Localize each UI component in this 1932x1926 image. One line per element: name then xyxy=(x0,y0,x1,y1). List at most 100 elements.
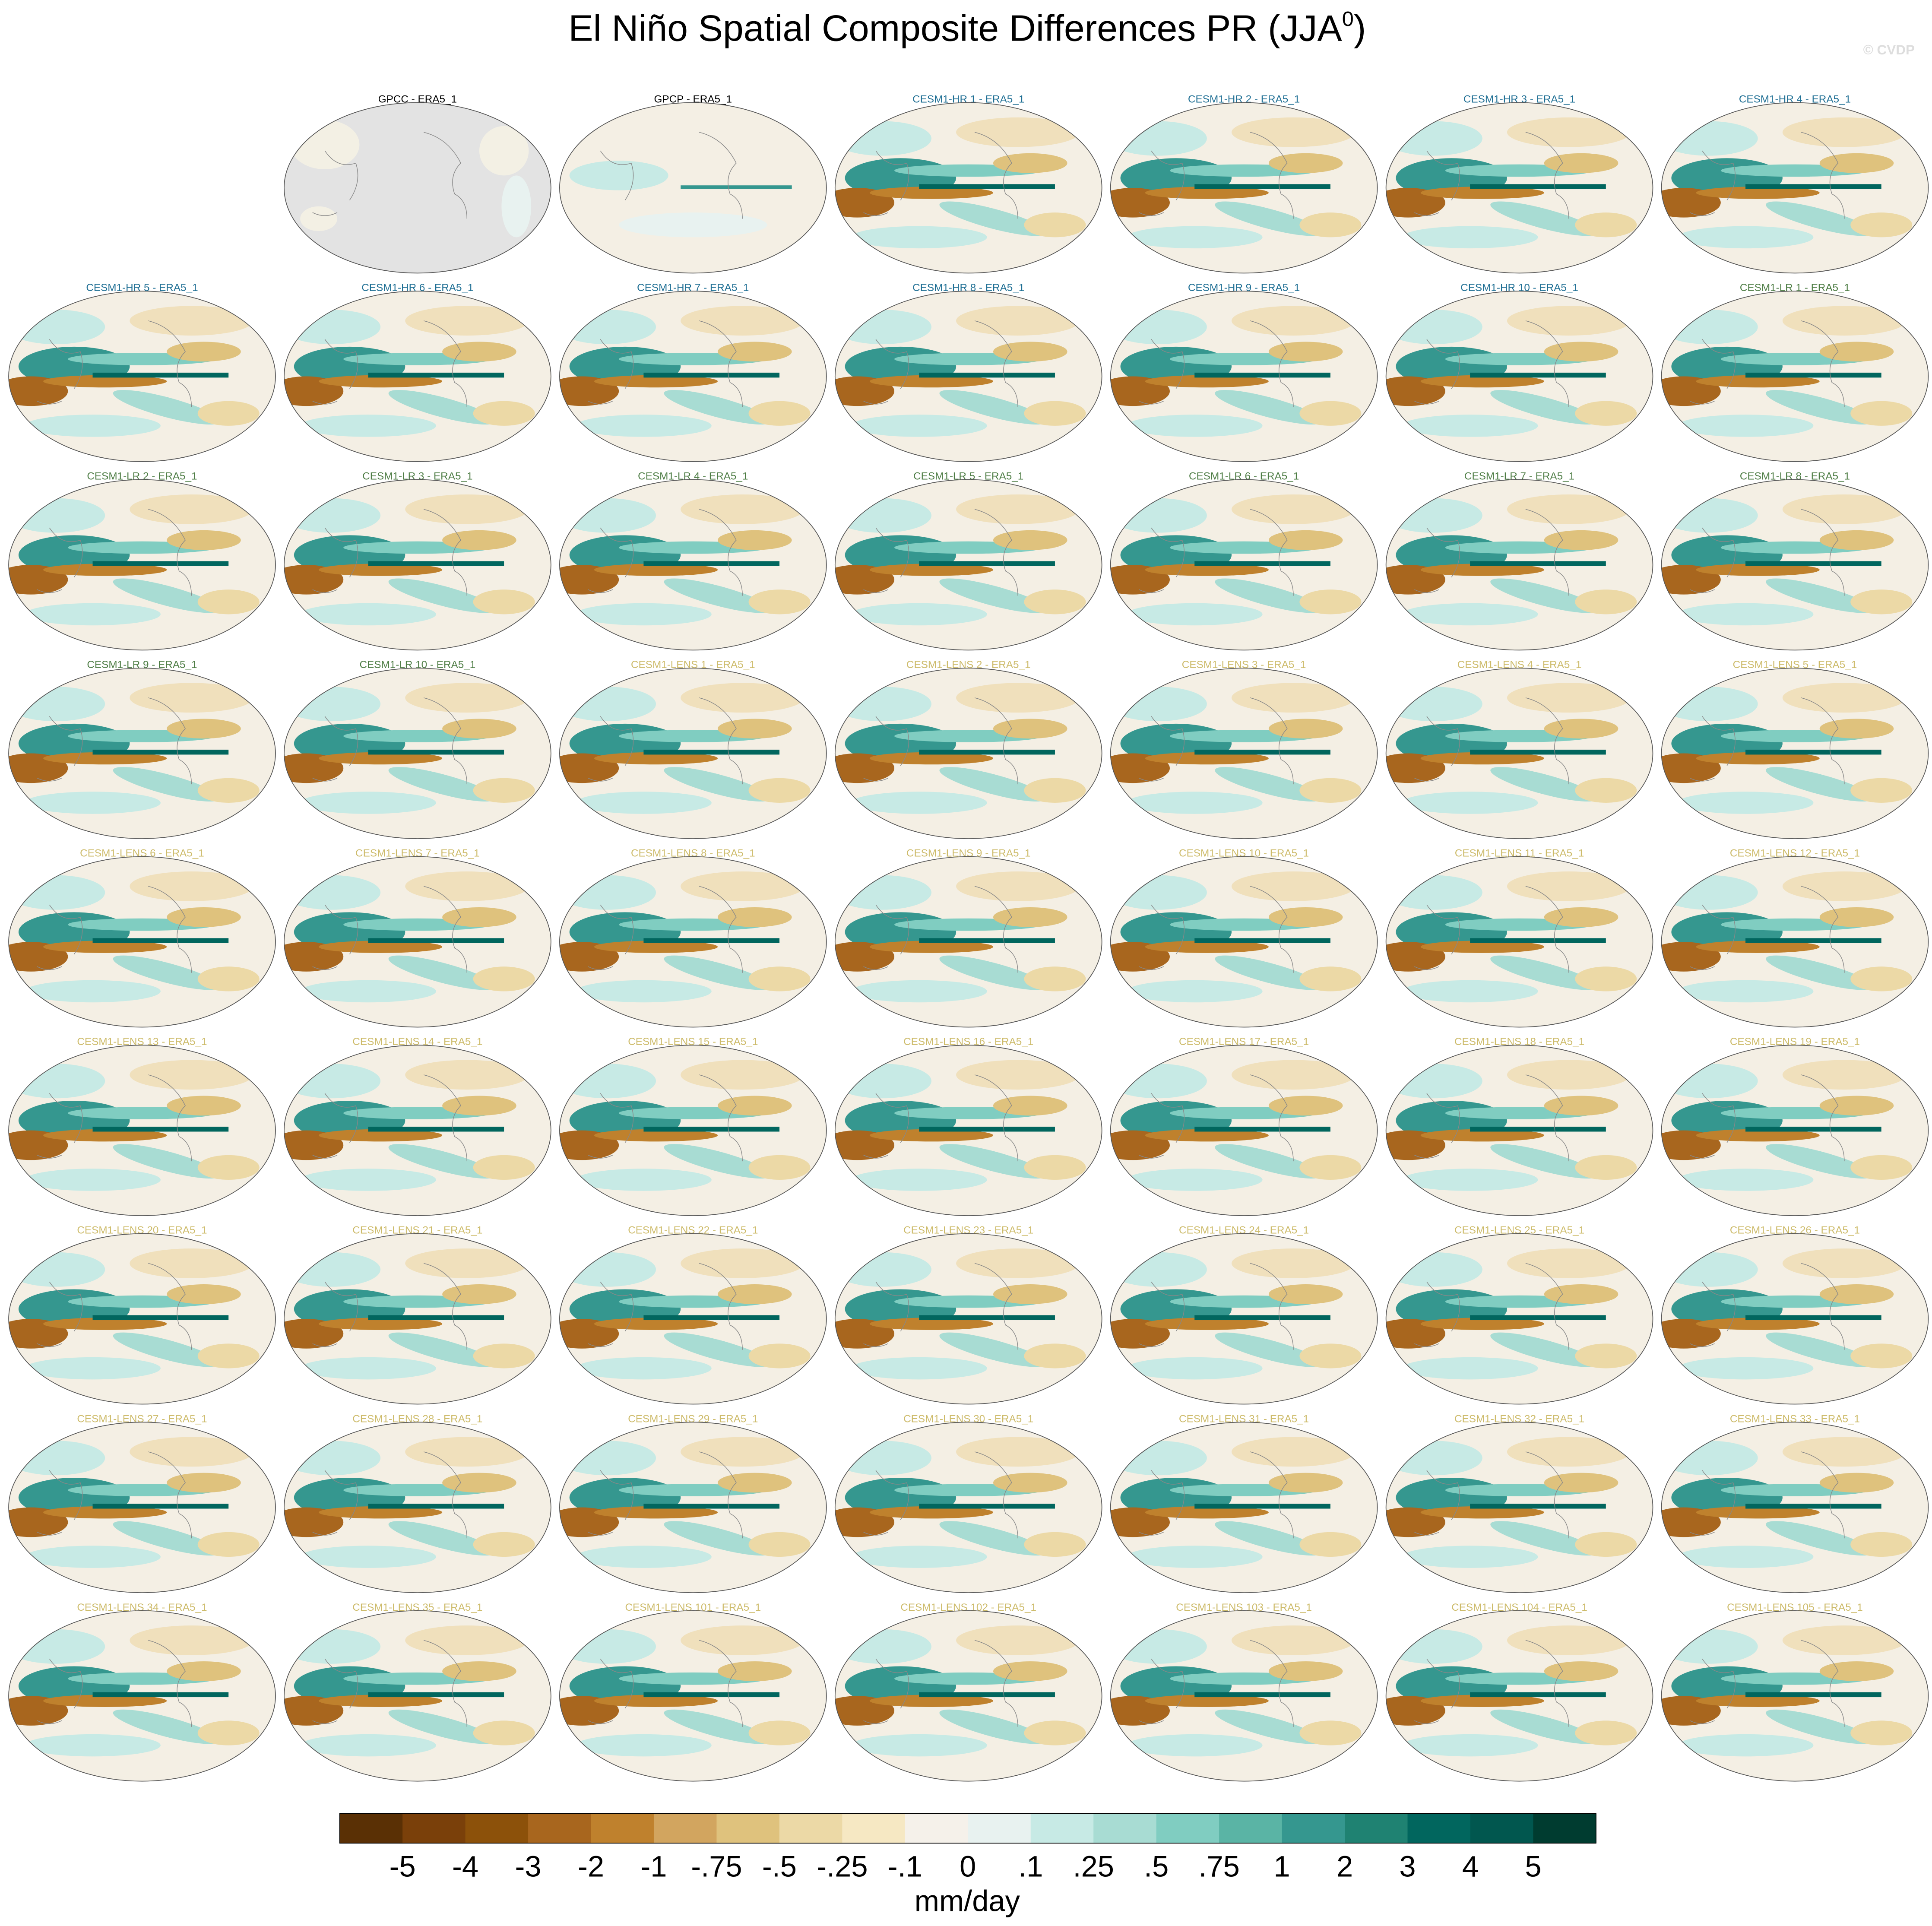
map-panel: CESM1-LR 5 - ERA5_1 xyxy=(820,471,1104,654)
map-image xyxy=(269,1607,554,1785)
map-image xyxy=(1647,1419,1931,1597)
map-border xyxy=(284,1610,551,1782)
map-image xyxy=(269,665,554,843)
map-image xyxy=(269,1419,554,1597)
colorbar-label: -2 xyxy=(578,1850,604,1883)
colorbar-box xyxy=(968,1813,1031,1844)
map-panel: CESM1-HR 6 - ERA5_1 xyxy=(269,282,554,465)
colorbar-box xyxy=(1533,1813,1596,1844)
map-image xyxy=(269,476,554,654)
map-border xyxy=(8,1610,276,1782)
map-panel: CESM1-LENS 103 - ERA5_1 xyxy=(1096,1602,1380,1785)
map-border xyxy=(559,1045,827,1216)
map-border xyxy=(1661,1045,1929,1216)
map-panel: CESM1-LENS 101 - ERA5_1 xyxy=(545,1602,829,1785)
map-border xyxy=(559,1422,827,1593)
map-panel: CESM1-HR 10 - ERA5_1 xyxy=(1371,282,1655,465)
map-border xyxy=(1661,479,1929,651)
map-image xyxy=(0,853,278,1031)
watermark: © CVDP xyxy=(1863,42,1915,57)
map-panel: CESM1-LENS 21 - ERA5_1 xyxy=(269,1225,554,1408)
map-image xyxy=(1096,1607,1380,1785)
map-image xyxy=(820,853,1104,1031)
colorbar-box xyxy=(1470,1813,1534,1844)
map-panel: CESM1-LR 4 - ERA5_1 xyxy=(545,471,829,654)
map-image xyxy=(557,99,829,277)
map-image xyxy=(0,665,278,843)
colorbar-label: -.1 xyxy=(888,1850,922,1883)
map-panel: CESM1-LENS 15 - ERA5_1 xyxy=(545,1036,829,1219)
colorbar-label: .75 xyxy=(1198,1850,1239,1883)
map-border xyxy=(8,1045,276,1216)
map-border xyxy=(1385,1610,1653,1782)
map-border xyxy=(1385,1233,1653,1405)
map-image xyxy=(820,1042,1104,1220)
colorbar-box xyxy=(716,1813,780,1844)
map-panel: CESM1-LR 3 - ERA5_1 xyxy=(269,471,554,654)
map-panel: CESM1-LENS 9 - ERA5_1 xyxy=(820,848,1104,1031)
map-image xyxy=(1371,1042,1655,1220)
map-border xyxy=(8,1422,276,1593)
map-border xyxy=(1385,1045,1653,1216)
map-border xyxy=(834,856,1102,1028)
map-panel: CESM1-HR 3 - ERA5_1 xyxy=(1371,94,1655,277)
map-panel: CESM1-HR 1 - ERA5_1 xyxy=(820,94,1104,277)
map-border xyxy=(284,1045,551,1216)
map-image xyxy=(282,99,553,277)
map-panel: CESM1-LENS 30 - ERA5_1 xyxy=(820,1413,1104,1596)
map-panel: CESM1-LENS 1 - ERA5_1 xyxy=(545,659,829,842)
colorbar-box xyxy=(1407,1813,1471,1844)
map-image xyxy=(1371,1230,1655,1408)
map-image xyxy=(1096,1230,1380,1408)
map-image xyxy=(820,99,1104,277)
map-border xyxy=(8,856,276,1028)
map-image xyxy=(1647,1607,1931,1785)
map-image xyxy=(1371,665,1655,843)
map-panel: CESM1-LENS 23 - ERA5_1 xyxy=(820,1225,1104,1408)
map-image xyxy=(1096,288,1380,466)
map-panel: CESM1-LENS 34 - ERA5_1 xyxy=(0,1602,278,1785)
map-panel: CESM1-LENS 31 - ERA5_1 xyxy=(1096,1413,1380,1596)
map-image xyxy=(545,288,829,466)
map-border xyxy=(1110,1233,1378,1405)
colorbar-box xyxy=(1219,1813,1283,1844)
map-image xyxy=(0,1419,278,1597)
colorbar-label: -1 xyxy=(640,1850,667,1883)
map-panel: CESM1-HR 2 - ERA5_1 xyxy=(1096,94,1380,277)
map-border xyxy=(1385,291,1653,462)
map-border xyxy=(284,856,551,1028)
colorbar-box xyxy=(1345,1813,1408,1844)
map-border xyxy=(559,291,827,462)
map-image xyxy=(1096,665,1380,843)
map-image xyxy=(1096,1419,1380,1597)
map-border xyxy=(1110,856,1378,1028)
map-panel: CESM1-LR 2 - ERA5_1 xyxy=(0,471,278,654)
map-panel: CESM1-LENS 5 - ERA5_1 xyxy=(1647,659,1931,842)
colorbar-label: 4 xyxy=(1462,1850,1479,1883)
map-border xyxy=(559,479,827,651)
map-panel: CESM1-LENS 26 - ERA5_1 xyxy=(1647,1225,1931,1408)
map-image xyxy=(1647,99,1931,277)
map-panel: CESM1-HR 4 - ERA5_1 xyxy=(1647,94,1931,277)
map-image xyxy=(1371,99,1655,277)
map-border xyxy=(1110,291,1378,462)
map-border xyxy=(1385,102,1653,274)
colorbar-box xyxy=(779,1813,843,1844)
colorbar-box xyxy=(402,1813,466,1844)
title-text: El Niño Spatial Composite Differences PR… xyxy=(568,8,1342,49)
colorbar-box xyxy=(1093,1813,1157,1844)
colorbar-box xyxy=(1156,1813,1219,1844)
map-image xyxy=(269,1042,554,1220)
map-image xyxy=(545,1419,829,1597)
colorbar-box xyxy=(339,1813,403,1844)
map-panel: CESM1-LENS 24 - ERA5_1 xyxy=(1096,1225,1380,1408)
map-image xyxy=(1647,476,1931,654)
map-panel: GPCC - ERA5_1 xyxy=(282,94,553,277)
map-panel: CESM1-LENS 8 - ERA5_1 xyxy=(545,848,829,1031)
map-panel: CESM1-HR 8 - ERA5_1 xyxy=(820,282,1104,465)
colorbar: -5 -4 -3 -2 -1 -.75 -.5 -.25 -.1 0 .1 .25 .5 .75 1 2 3 4 5… xyxy=(339,1813,1596,1918)
map-border xyxy=(284,102,551,274)
map-panel: CESM1-LENS 17 - ERA5_1 xyxy=(1096,1036,1380,1219)
map-image xyxy=(1096,99,1380,277)
map-panel: CESM1-LENS 25 - ERA5_1 xyxy=(1371,1225,1655,1408)
